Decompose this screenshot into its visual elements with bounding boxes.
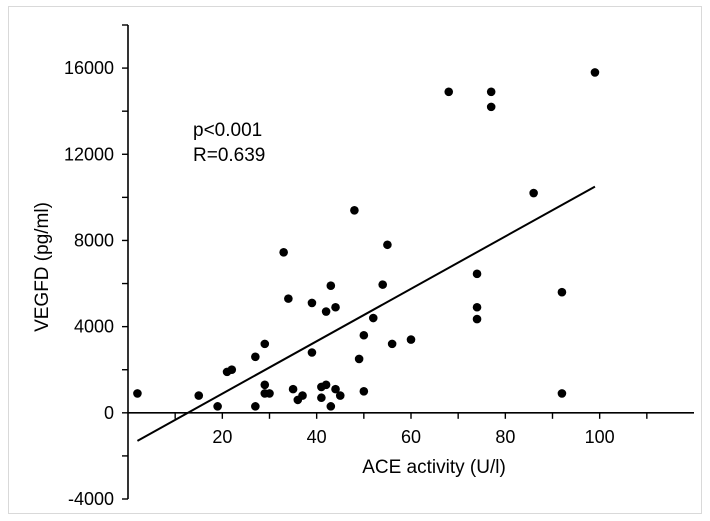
data-point <box>335 391 345 400</box>
x-tick-label: 100 <box>585 427 615 447</box>
y-tick-label: -4000 <box>68 489 114 509</box>
y-tick-label: 4000 <box>74 317 114 337</box>
data-point <box>133 389 142 398</box>
y-axis-title: VEGFD (pg/ml) <box>32 202 53 332</box>
data-point <box>486 87 496 97</box>
data-point <box>298 391 307 400</box>
data-point <box>350 205 359 215</box>
data-point <box>321 307 331 316</box>
data-point <box>406 335 416 344</box>
data-point <box>265 389 274 398</box>
data-point <box>557 389 567 398</box>
data-point <box>260 339 270 349</box>
y-tick-label: 12000 <box>64 144 114 164</box>
data-point <box>383 240 392 250</box>
data-point <box>359 386 369 396</box>
data-point <box>529 188 538 198</box>
data-point <box>251 352 260 362</box>
data-point <box>260 380 270 390</box>
data-point <box>368 313 378 323</box>
data-point <box>307 298 317 308</box>
chart-frame: 20 40 60 80 100 -4000 0 4000 8000 12000 16000 p<0… <box>8 6 702 514</box>
y-tick-label: 0 <box>104 403 114 423</box>
annotation-r-value: R=0.639 <box>193 145 265 166</box>
data-point <box>359 330 369 340</box>
scatter-chart: 20 40 60 80 100 -4000 0 4000 8000 12000 16000 p<0… <box>32 24 694 509</box>
data-point <box>387 339 397 349</box>
data-point <box>321 380 331 390</box>
data-point <box>317 393 326 403</box>
x-tick-label: 40 <box>307 427 327 447</box>
data-point <box>378 280 388 289</box>
y-tick-label: 8000 <box>74 230 114 250</box>
data-point <box>307 348 317 357</box>
data-point <box>251 402 260 411</box>
trendline-group <box>136 185 596 442</box>
x-axis-title: ACE activity (U/l) <box>362 457 506 478</box>
annotation-p-value: p<0.001 <box>193 120 262 141</box>
x-tick-label: 80 <box>495 427 515 447</box>
y-tick-label: 16000 <box>64 58 114 78</box>
data-point <box>326 281 336 291</box>
data-point <box>288 384 298 394</box>
trendline <box>136 185 596 442</box>
data-point <box>213 402 222 411</box>
data-points <box>133 68 600 411</box>
data-point <box>227 365 237 375</box>
y-axis-ticks: -4000 0 4000 8000 12000 16000 <box>64 24 128 509</box>
x-tick-label: 60 <box>401 427 421 447</box>
data-point <box>486 102 496 112</box>
x-axis-ticks: 20 40 60 80 100 <box>174 412 648 447</box>
data-point <box>331 302 340 312</box>
data-point <box>279 248 288 257</box>
data-point <box>284 294 293 303</box>
x-tick-label: 20 <box>212 427 232 447</box>
data-point <box>590 68 600 77</box>
data-point <box>472 269 482 279</box>
data-point <box>194 391 204 400</box>
data-point <box>444 87 454 97</box>
data-point <box>354 354 364 364</box>
data-point <box>331 384 340 394</box>
data-point <box>326 402 336 411</box>
data-point <box>472 314 482 324</box>
data-point <box>557 287 567 297</box>
data-point <box>472 302 482 312</box>
